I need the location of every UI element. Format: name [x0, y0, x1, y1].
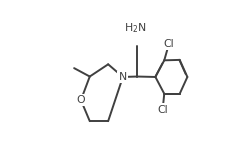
- Text: $\mathregular{H_2N}$: $\mathregular{H_2N}$: [124, 22, 146, 35]
- Text: Cl: Cl: [163, 39, 174, 49]
- Text: Cl: Cl: [157, 105, 168, 115]
- Text: O: O: [77, 95, 85, 105]
- Text: N: N: [119, 72, 127, 82]
